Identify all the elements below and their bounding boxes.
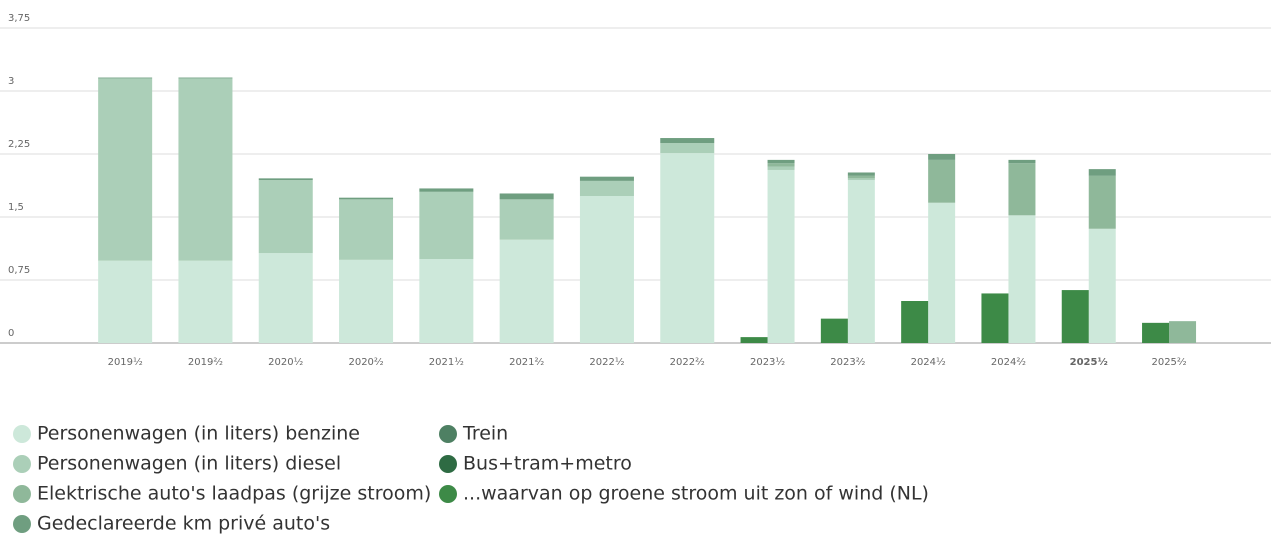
bar-segment [660,138,715,144]
x-tick-label: 2024¹⁄₂ [911,357,946,368]
x-tick-label: 2024²⁄₂ [991,357,1026,368]
bar-segment [1088,169,1116,176]
bar-segment [928,202,956,343]
bar-segment [258,178,313,181]
bar-segment [660,153,715,343]
y-tick-label: 3,75 [8,13,30,24]
bar [981,293,1009,343]
legend-label: Personenwagen (in liters) benzine [37,423,360,445]
x-tick-label: 2022¹⁄₂ [589,357,624,368]
bar [901,301,929,343]
legend-swatch [13,485,31,503]
bar-segment [847,178,875,181]
legend-label: Gedeclareerde km privé auto's [37,513,330,534]
bar-segment [98,77,153,79]
bar-segment [1008,163,1036,216]
bar-segment [419,188,474,192]
x-tick-label: 2021¹⁄₂ [429,357,464,368]
legend-swatch [13,455,31,473]
bar-segment [1088,175,1116,229]
bar-segment [660,143,715,154]
bar-segment [579,180,634,196]
x-tick-label: 2019¹⁄₂ [108,357,143,368]
bar-segment [98,78,153,261]
legend-swatch [439,485,457,503]
legend-swatch [439,425,457,443]
bar-segment [258,180,313,254]
x-tick-label: 2020¹⁄₂ [268,357,303,368]
bar-segment [847,172,875,176]
legend-label: ...waarvan op groene stroom uit zon of w… [463,483,929,505]
x-tick-label: 2019²⁄₂ [188,357,223,368]
x-tick-label: 2020²⁄₂ [348,357,383,368]
bar-segment [178,78,233,261]
legend-swatch [439,455,457,473]
legend-swatch [13,425,31,443]
bar [740,337,768,343]
x-tick-label: 2025²⁄₂ [1151,357,1186,368]
x-tick-label: 2023²⁄₂ [830,357,865,368]
bar [820,318,848,343]
bar-segment [579,176,634,181]
bar-segment [419,259,474,343]
bar-segment [419,191,474,259]
bar-segment [767,166,795,170]
bar-segment [499,199,554,240]
bar-segment [1169,321,1197,343]
bar-segment [579,196,634,343]
bar-segment [1008,159,1036,164]
bar-segment [1008,215,1036,343]
bar-segment [178,77,233,79]
bar-segment [767,159,795,164]
legend-label: Personenwagen (in liters) diesel [37,453,341,475]
bar [1142,322,1170,343]
legend-swatch [13,515,31,533]
x-tick-label: 2022²⁄₂ [670,357,705,368]
bar-segment [339,259,394,343]
bar-segment [499,193,554,200]
x-tick-label: 2021²⁄₂ [509,357,544,368]
y-tick-label: 0,75 [8,265,30,276]
bar-segment [499,239,554,343]
bar-segment [767,163,795,167]
bar-segment [258,253,313,343]
y-tick-label: 2,25 [8,139,30,150]
bar-segment [767,169,795,343]
legend-label: Bus+tram+metro [463,453,632,475]
bar-segment [178,260,233,343]
bar-segment [98,260,153,343]
bar-segment [928,154,956,160]
bar-segment [847,175,875,179]
bar-segment [339,197,394,200]
x-tick-label: 2025¹⁄₂ [1070,357,1108,368]
bar-segment [1088,228,1116,343]
legend-label: Elektrische auto's laadpas (grijze stroo… [37,483,431,505]
bar-segment [847,180,875,343]
x-tick-label: 2023¹⁄₂ [750,357,785,368]
y-tick-label: 3 [8,76,14,87]
bar-segment [928,159,956,203]
bar [1061,290,1089,343]
y-tick-label: 1,5 [8,202,24,213]
bar-segment [339,199,394,260]
y-tick-label: 0 [8,328,14,339]
legend-label: Trein [462,423,508,445]
